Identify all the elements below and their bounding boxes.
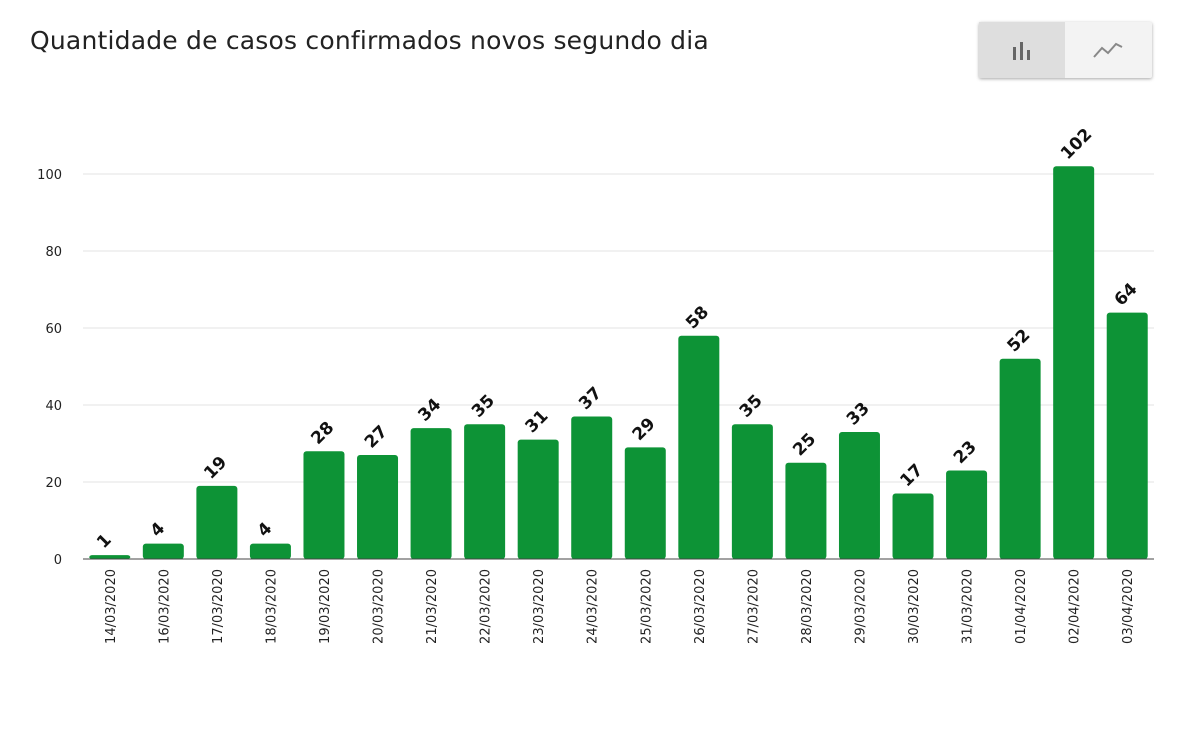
y-tick-label: 20 xyxy=(45,476,62,491)
data-label: 33 xyxy=(843,399,874,430)
x-tick-label: 23/03/2020 xyxy=(532,569,547,644)
bar xyxy=(678,335,720,559)
bar xyxy=(999,358,1041,559)
data-label: 4 xyxy=(147,519,170,542)
bar xyxy=(249,543,291,559)
chart-title: Quantidade de casos confirmados novos se… xyxy=(30,26,709,55)
data-label: 58 xyxy=(682,302,713,333)
data-label: 35 xyxy=(468,391,499,422)
data-label: 27 xyxy=(361,422,392,453)
data-label: 28 xyxy=(307,418,338,449)
bar-chart-button[interactable] xyxy=(979,22,1065,78)
bar-chart-icon xyxy=(1013,42,1030,60)
bar xyxy=(196,485,238,559)
x-tick-label: 22/03/2020 xyxy=(479,569,494,644)
y-tick-label: 100 xyxy=(37,168,62,183)
bar xyxy=(464,424,506,559)
bar xyxy=(89,555,131,559)
data-label: 34 xyxy=(414,395,445,426)
x-tick-label: 03/04/2020 xyxy=(1121,569,1136,644)
bar xyxy=(303,451,345,559)
bar xyxy=(142,543,184,559)
x-tick-label: 17/03/2020 xyxy=(211,569,226,644)
data-label: 35 xyxy=(736,391,767,422)
y-tick-label: 0 xyxy=(54,553,62,568)
line-chart-icon xyxy=(1093,42,1123,58)
chart-type-toggle xyxy=(979,22,1152,78)
bar xyxy=(357,455,399,559)
data-label: 1 xyxy=(93,530,116,553)
data-label: 19 xyxy=(200,453,231,484)
data-label: 64 xyxy=(1111,279,1142,310)
x-tick-label: 02/04/2020 xyxy=(1068,569,1083,644)
x-tick-label: 26/03/2020 xyxy=(693,569,708,644)
data-label: 52 xyxy=(1004,325,1035,356)
y-tick-label: 40 xyxy=(45,399,62,414)
x-tick-label: 24/03/2020 xyxy=(586,569,601,644)
bar xyxy=(731,424,773,559)
bar xyxy=(946,470,988,559)
x-tick-label: 20/03/2020 xyxy=(372,569,387,644)
bar xyxy=(571,416,613,559)
x-tick-label: 01/04/2020 xyxy=(1014,569,1029,644)
bar xyxy=(410,428,452,559)
line-chart-button[interactable] xyxy=(1065,22,1151,78)
data-label: 17 xyxy=(896,460,927,491)
data-label: 29 xyxy=(629,414,660,445)
y-tick-label: 60 xyxy=(45,322,62,337)
bar xyxy=(624,447,666,559)
bar xyxy=(785,462,827,559)
bar xyxy=(1053,166,1095,560)
x-tick-label: 16/03/2020 xyxy=(157,569,172,644)
bar xyxy=(517,439,559,559)
data-label: 102 xyxy=(1057,125,1096,164)
x-tick-label: 18/03/2020 xyxy=(264,569,279,644)
data-label: 31 xyxy=(522,406,553,437)
x-tick-label: 14/03/2020 xyxy=(104,569,119,644)
y-tick-label: 80 xyxy=(45,245,62,260)
bar xyxy=(1106,312,1148,559)
data-label: 37 xyxy=(575,383,606,414)
x-tick-label: 28/03/2020 xyxy=(800,569,815,644)
x-tick-label: 21/03/2020 xyxy=(425,569,440,644)
bar xyxy=(838,431,880,559)
x-tick-label: 30/03/2020 xyxy=(907,569,922,644)
x-tick-label: 29/03/2020 xyxy=(853,569,868,644)
x-tick-label: 31/03/2020 xyxy=(961,569,976,644)
x-tick-label: 27/03/2020 xyxy=(746,569,761,644)
x-tick-label: 19/03/2020 xyxy=(318,569,333,644)
data-label: 23 xyxy=(950,437,981,468)
data-label: 25 xyxy=(789,429,820,460)
bar xyxy=(892,493,934,559)
data-label: 4 xyxy=(254,519,277,542)
x-tick-label: 25/03/2020 xyxy=(639,569,654,644)
